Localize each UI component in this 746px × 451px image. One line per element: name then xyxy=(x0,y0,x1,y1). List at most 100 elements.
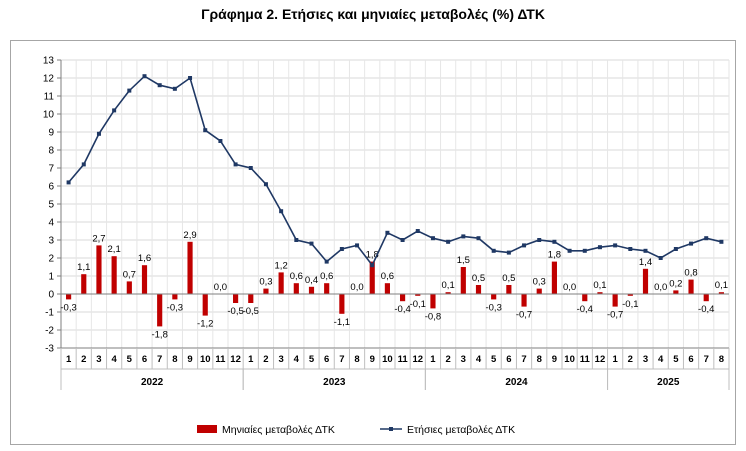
y-tick-label: 7 xyxy=(48,164,54,175)
bar-label: 0,1 xyxy=(593,280,606,291)
bar xyxy=(491,294,497,300)
line-marker xyxy=(309,241,314,246)
line-marker xyxy=(324,259,329,264)
bar-label: 1,5 xyxy=(457,255,470,266)
bar-label: -0,5 xyxy=(227,306,243,317)
legend-marker-annual xyxy=(389,427,393,431)
line-marker xyxy=(476,236,481,241)
line-marker xyxy=(537,238,542,242)
month-label: 6 xyxy=(142,354,147,365)
month-label: 8 xyxy=(537,354,542,365)
bar-data-labels: -0,31,12,72,10,71,6-1,8-0,32,9-1,20,0-0,… xyxy=(60,230,728,341)
line-marker xyxy=(506,250,511,255)
line-marker xyxy=(157,83,162,88)
month-label: 1 xyxy=(612,354,618,365)
month-label: 8 xyxy=(354,354,359,365)
bar xyxy=(521,294,527,307)
bar xyxy=(157,294,163,327)
bar xyxy=(475,285,482,294)
month-label: 5 xyxy=(309,354,315,365)
annual-line xyxy=(66,74,724,268)
month-label: 5 xyxy=(491,354,497,365)
month-label: 12 xyxy=(230,354,241,365)
month-label: 3 xyxy=(643,354,648,365)
y-tick-label: 4 xyxy=(48,218,54,229)
month-label: 6 xyxy=(324,354,329,365)
line-marker xyxy=(643,248,648,253)
bar xyxy=(718,292,724,294)
bar-label: 0,6 xyxy=(381,271,394,282)
month-label: 9 xyxy=(370,354,375,365)
line-marker xyxy=(704,236,709,241)
line-marker xyxy=(172,86,177,91)
bar-label: -0,8 xyxy=(425,311,441,322)
y-tick-label: 9 xyxy=(48,128,54,139)
bar-label: 0,8 xyxy=(684,268,697,279)
bar xyxy=(187,241,193,294)
bar xyxy=(536,288,542,294)
line-marker xyxy=(673,247,678,251)
bar-label: 1,6 xyxy=(138,253,151,264)
bar xyxy=(339,294,345,314)
year-label: 2025 xyxy=(657,377,680,388)
bar xyxy=(202,294,208,316)
bar xyxy=(126,281,132,294)
month-label: 5 xyxy=(673,354,679,365)
legend-label-annual: Ετήσιες μεταβολές ΔΤΚ xyxy=(407,424,515,436)
month-label: 2 xyxy=(445,354,450,365)
bar xyxy=(582,294,588,302)
bar xyxy=(673,290,679,294)
line-marker xyxy=(385,230,390,235)
month-label: 4 xyxy=(658,354,664,365)
bar-label: -0,7 xyxy=(607,310,623,321)
bar xyxy=(66,294,72,300)
month-label: 3 xyxy=(96,354,101,365)
y-tick-label: 3 xyxy=(48,236,54,247)
month-label: 1 xyxy=(248,354,254,365)
month-label: 1 xyxy=(66,354,72,365)
month-label: 11 xyxy=(215,354,226,365)
bar-label: 1,2 xyxy=(275,260,288,271)
bar xyxy=(96,245,102,294)
line-marker xyxy=(658,256,663,260)
bar-label: 0,5 xyxy=(472,273,485,284)
month-label: 10 xyxy=(564,354,575,365)
bar xyxy=(324,283,330,294)
line-marker xyxy=(689,241,694,246)
month-label: 8 xyxy=(172,354,177,365)
y-tick-label: 11 xyxy=(44,92,55,103)
bar-label: 1,8 xyxy=(366,250,379,261)
bar xyxy=(81,274,87,294)
bar xyxy=(233,294,239,303)
y-tick-label: -2 xyxy=(45,326,54,337)
month-label: 12 xyxy=(595,354,606,365)
year-label: 2023 xyxy=(323,377,346,388)
bar xyxy=(612,294,618,307)
y-tick-label: -1 xyxy=(45,308,54,319)
line-marker xyxy=(461,234,466,239)
bar xyxy=(551,261,557,294)
month-label: 8 xyxy=(719,354,724,365)
month-label: 7 xyxy=(157,354,162,365)
bar-label: 0,0 xyxy=(214,282,227,293)
y-tick-label: 13 xyxy=(43,56,55,67)
line-marker xyxy=(96,131,101,136)
bar-label: 0,2 xyxy=(669,278,682,289)
month-label: 10 xyxy=(382,354,393,365)
y-tick-label: 1 xyxy=(48,272,54,283)
y-tick-label: -3 xyxy=(45,344,54,355)
line-marker xyxy=(613,243,618,248)
line-marker xyxy=(552,239,557,244)
x-axis: 1 2 3 4 5 6 7 8 9 10 11 12 1 2 3 4 5 6 7 8 9 10 11 12 1 2 3 4 5 6 7 8 9 1… xyxy=(60,293,730,390)
bar-label: 0,1 xyxy=(442,280,455,291)
month-label: 3 xyxy=(461,354,466,365)
line-marker xyxy=(203,128,208,133)
line-marker xyxy=(218,139,223,143)
month-label: 9 xyxy=(187,354,192,365)
bar xyxy=(384,283,390,294)
chart-title: Γράφημα 2. Ετήσιες και μηνιαίες μεταβολέ… xyxy=(201,6,545,22)
bar-label: 0,0 xyxy=(654,282,667,293)
month-label: 7 xyxy=(521,354,526,365)
